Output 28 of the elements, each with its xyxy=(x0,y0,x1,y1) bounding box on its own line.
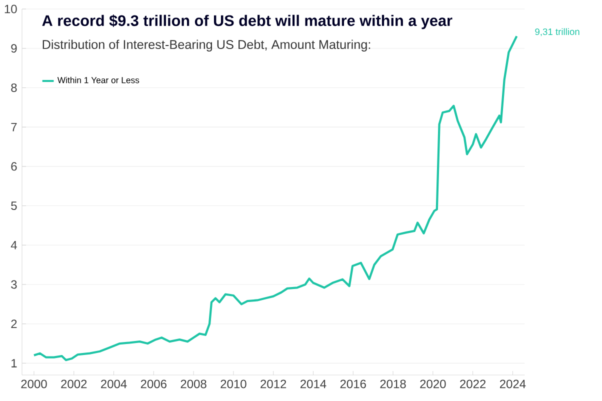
x-tick-label: 2012 xyxy=(260,380,286,388)
x-tick-label: 2016 xyxy=(340,380,366,388)
x-tick-label: 2008 xyxy=(180,380,206,388)
x-tick-label: 2024 xyxy=(500,380,526,388)
y-tick-label: 2 xyxy=(11,320,17,328)
x-tick-label: 2004 xyxy=(101,380,127,388)
y-tick-label: 9 xyxy=(11,44,17,53)
x-tick-label: 2020 xyxy=(420,380,446,388)
x-tick-label: 2014 xyxy=(300,380,326,388)
y-tick-label: 4 xyxy=(10,241,17,250)
y-tick-label: 1 xyxy=(12,359,17,368)
text: Distribution of Interest-Bearing US Debt, Amount Maturing: xyxy=(42,40,370,52)
x-tick-label: 2010 xyxy=(220,380,246,388)
x-tick-label: 2006 xyxy=(140,380,166,388)
x-tick-label: 2002 xyxy=(61,380,87,388)
x-tick-label: 2022 xyxy=(460,380,486,388)
chart-title: A record $9.3 trillion of US debt will mature within a year xyxy=(42,14,452,30)
y-tick-label: 3 xyxy=(11,280,17,289)
y-tick-label: 7 xyxy=(11,122,17,132)
y-tick-label: 6 xyxy=(11,162,17,171)
y-tick-label: 8 xyxy=(11,83,17,92)
y-tick-label: 10 xyxy=(4,4,17,14)
x-tick-label: 2018 xyxy=(380,380,406,388)
line-series xyxy=(32,35,518,362)
x-tick-label: 2000 xyxy=(21,380,47,388)
legend-label: Within 1 Year or Less xyxy=(57,76,140,84)
y-tick-label: 5 xyxy=(11,202,17,210)
annotation: 9,31 trillion xyxy=(535,28,580,36)
